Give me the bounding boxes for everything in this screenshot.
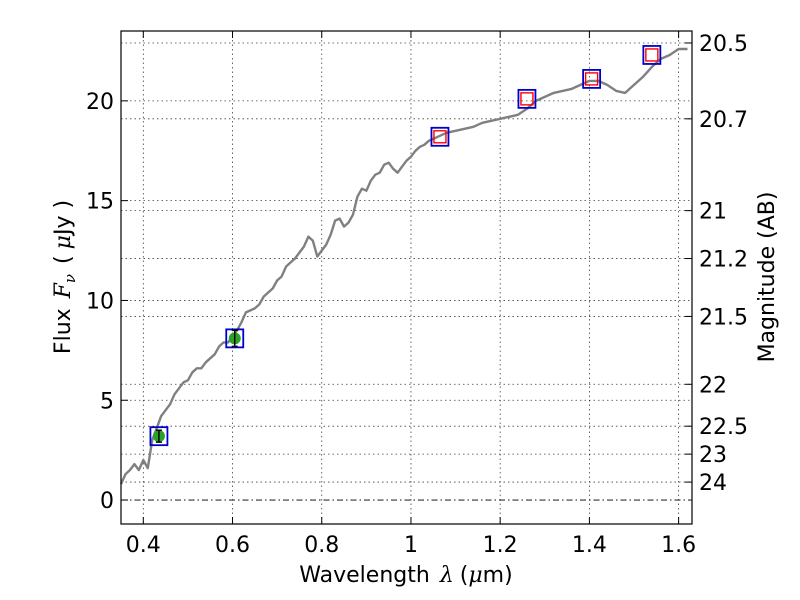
y-tick-label: 5 — [100, 389, 114, 414]
model-band-marker — [642, 45, 662, 65]
photometry-point — [584, 72, 599, 86]
photometry-point — [520, 92, 534, 106]
grid — [121, 31, 692, 524]
y-tick-label: 20 — [86, 90, 114, 115]
plot-background — [121, 31, 692, 524]
y2-tick-label: 22.5 — [699, 415, 748, 440]
x-tick-label: 0.4 — [126, 533, 161, 558]
series-layer — [119, 47, 688, 485]
photometry-point — [433, 130, 447, 144]
x-tick-label: 0.8 — [304, 533, 339, 558]
y-tick-label: 15 — [86, 190, 114, 215]
x-tick-label: 1.4 — [572, 533, 607, 558]
y2-tick-label: 23 — [699, 443, 727, 468]
photometry-point — [645, 48, 659, 62]
y-tick-label: 0 — [100, 489, 114, 514]
x-tick-label: 1.6 — [661, 533, 696, 558]
y2-tick-label: 21.2 — [699, 248, 748, 273]
y2-tick-label: 20.7 — [699, 108, 748, 133]
x-tick-label: 1.2 — [483, 533, 518, 558]
x-tick-label: 1 — [404, 533, 418, 558]
x-axis-label: Wavelength λ (μm) — [299, 563, 512, 588]
model-band-marker — [582, 69, 602, 89]
y2-tick-label: 20.5 — [699, 32, 748, 57]
model-band-marker — [149, 426, 169, 447]
series-line-model-spectrum — [119, 47, 688, 485]
y2-tick-label: 24 — [699, 471, 727, 496]
y2-tick-label: 22 — [699, 373, 727, 398]
y-axis-label: FluxFν(μJy ) — [51, 200, 79, 354]
points-layer — [149, 45, 662, 447]
y-tick-label: 10 — [86, 289, 114, 314]
y2-tick-label: 21.5 — [699, 305, 748, 330]
ticks-layer: 0.4 0.6 0.8 1 1.2 1.4 1.6 0 5 10 15 20 20.5 20.7 21 21.… — [86, 31, 748, 558]
model-band-marker — [517, 88, 537, 109]
model-band-marker — [430, 126, 450, 147]
model-band-marker — [225, 328, 245, 349]
plot-frame — [120, 30, 693, 525]
y2-tick-label: 21 — [699, 200, 727, 225]
x-tick-label: 0.6 — [215, 533, 250, 558]
y2-axis-label: Magnitude (AB) — [755, 192, 780, 363]
